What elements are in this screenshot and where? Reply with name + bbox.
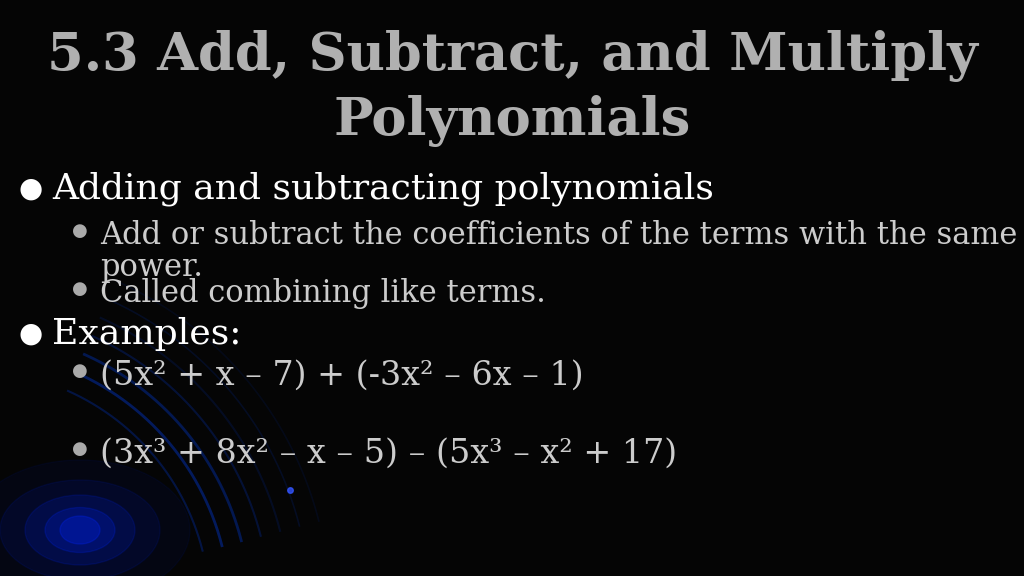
Ellipse shape	[0, 480, 160, 576]
Ellipse shape	[60, 516, 100, 544]
Text: ●: ●	[18, 320, 42, 348]
Text: ●: ●	[72, 362, 88, 380]
Ellipse shape	[45, 507, 115, 552]
Text: Add or subtract the coefficients of the terms with the same: Add or subtract the coefficients of the …	[100, 220, 1018, 251]
Text: Called combining like terms.: Called combining like terms.	[100, 278, 546, 309]
Ellipse shape	[0, 460, 190, 576]
Text: ●: ●	[72, 222, 88, 240]
Text: power.: power.	[100, 252, 203, 283]
Text: ●: ●	[72, 440, 88, 458]
Text: (5x² + x – 7) + (-3x² – 6x – 1): (5x² + x – 7) + (-3x² – 6x – 1)	[100, 360, 584, 392]
Text: ●: ●	[18, 175, 42, 203]
Text: Adding and subtracting polynomials: Adding and subtracting polynomials	[52, 172, 714, 207]
Text: (3x³ + 8x² – x – 5) – (5x³ – x² + 17): (3x³ + 8x² – x – 5) – (5x³ – x² + 17)	[100, 438, 677, 470]
Text: ●: ●	[72, 280, 88, 298]
Text: 5.3 Add, Subtract, and Multiply: 5.3 Add, Subtract, and Multiply	[46, 30, 978, 82]
Text: Examples:: Examples:	[52, 317, 242, 351]
Text: Polynomials: Polynomials	[334, 95, 690, 147]
Ellipse shape	[25, 495, 135, 565]
